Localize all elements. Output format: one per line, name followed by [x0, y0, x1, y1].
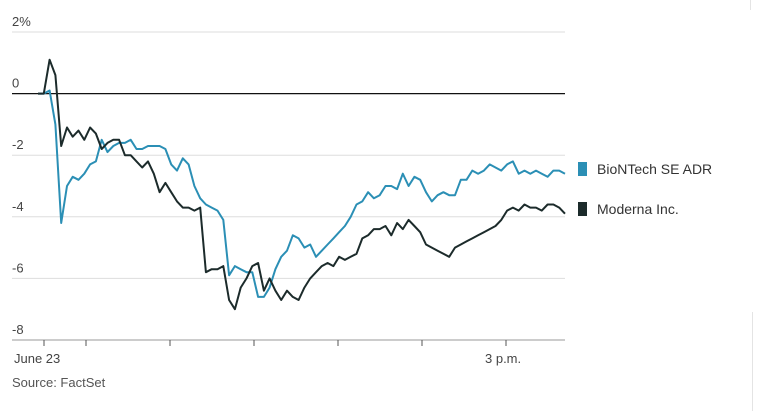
legend-swatch	[578, 162, 587, 176]
y-tick-label: -2	[12, 137, 24, 152]
y-tick-label: 2%	[12, 14, 31, 29]
y-tick-label: -8	[12, 322, 24, 337]
gridlines	[12, 31, 565, 341]
y-tick-label: -6	[12, 260, 24, 275]
legend: BioNTech SE ADR Moderna Inc.	[578, 161, 712, 217]
series-line-biontech	[38, 89, 566, 298]
x-tick-label-3pm: 3 p.m.	[485, 351, 521, 366]
y-axis: 2% 0 -2 -4 -6 -8	[12, 14, 31, 337]
legend-label: Moderna Inc.	[597, 201, 679, 217]
y-tick-label: 0	[12, 76, 19, 91]
page-edge-bottom	[752, 312, 753, 411]
x-tick-label-first: June 23	[14, 351, 60, 366]
y-tick-label: -4	[12, 199, 24, 214]
x-axis: June 23 3 p.m.	[12, 339, 565, 366]
legend-swatch	[578, 202, 587, 216]
series-lines	[38, 58, 566, 311]
series-line-moderna	[38, 58, 566, 311]
legend-label: BioNTech SE ADR	[597, 161, 712, 177]
page-edge-top	[750, 0, 751, 10]
source-note: Source: FactSet	[12, 375, 106, 390]
